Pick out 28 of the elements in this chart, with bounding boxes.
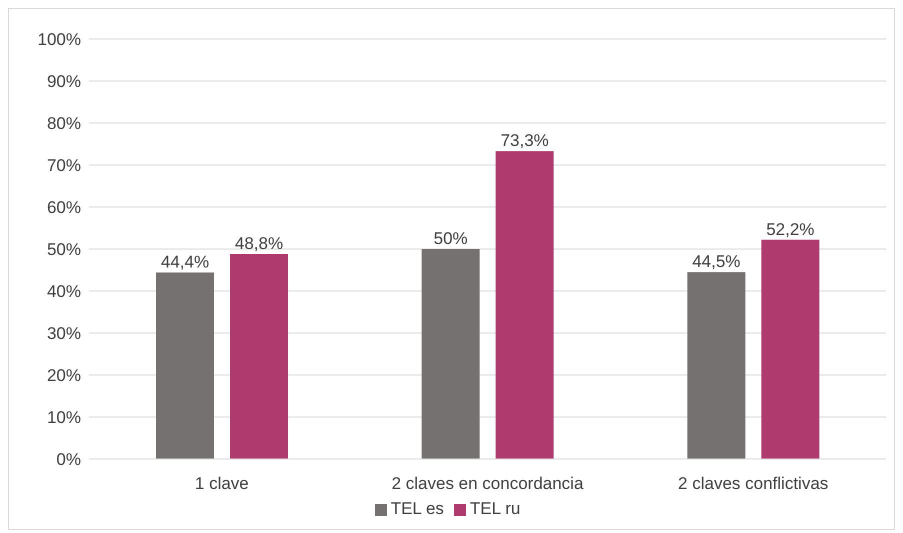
x-tick-label: 2 claves conflictivas	[678, 474, 828, 494]
y-tick-label: 40%	[46, 282, 81, 302]
y-tick-label: 60%	[46, 198, 81, 218]
bar	[761, 240, 820, 459]
bar	[496, 151, 554, 459]
y-tick-label: 50%	[46, 240, 81, 260]
legend-label: TEL ru	[470, 499, 520, 518]
data-label: 44,5%	[692, 252, 740, 272]
y-tick-label: 20%	[46, 366, 81, 386]
y-tick-label: 100%	[38, 30, 81, 50]
bar	[687, 272, 746, 459]
data-label: 50%	[434, 229, 468, 248]
legend-label: TEL es	[390, 499, 444, 518]
y-tick-label: 90%	[46, 72, 81, 92]
data-label: 44,4%	[160, 252, 210, 272]
bar	[156, 272, 214, 459]
data-label: 52,2%	[766, 220, 814, 239]
data-label: 48,8%	[234, 234, 284, 254]
y-tick-label: 10%	[46, 408, 81, 428]
y-tick-label: 0%	[56, 450, 81, 470]
y-tick-label: 70%	[46, 156, 81, 176]
bar	[422, 249, 480, 459]
y-tick-label: 30%	[46, 324, 81, 344]
x-tick-label: 2 claves en concordancia	[392, 474, 584, 494]
bar	[230, 254, 288, 459]
x-tick-label: 1 clave	[194, 474, 249, 494]
data-label: 73,3%	[500, 131, 549, 150]
y-tick-label: 80%	[46, 114, 81, 134]
